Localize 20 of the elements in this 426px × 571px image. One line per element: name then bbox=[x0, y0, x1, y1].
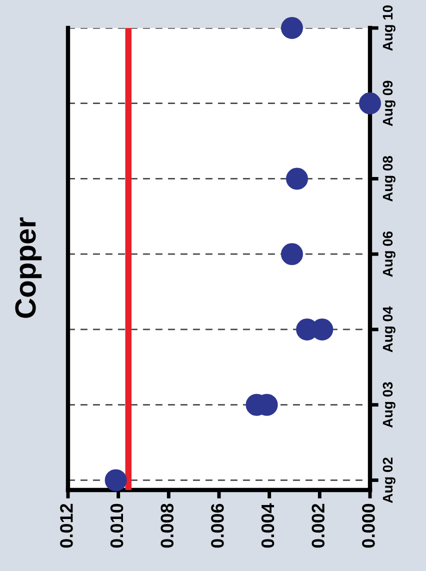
x-tick-label: 0.004 bbox=[261, 503, 274, 548]
y-tick-label: Aug 02 bbox=[382, 458, 396, 504]
y-tick-label: Aug 09 bbox=[382, 80, 396, 126]
point bbox=[280, 243, 303, 266]
x-tick-label: 0.012 bbox=[60, 504, 73, 548]
y-tick-label: Aug 08 bbox=[382, 156, 396, 202]
x-tick-label: 0.002 bbox=[312, 504, 325, 548]
x-tick-label: 0.010 bbox=[110, 504, 124, 548]
point bbox=[280, 17, 303, 39]
y-tick-label: Aug 06 bbox=[382, 231, 396, 277]
point bbox=[104, 469, 127, 492]
x-tick-label: 0.000 bbox=[362, 504, 375, 548]
y-tick-label: Aug 04 bbox=[382, 306, 396, 352]
point bbox=[286, 168, 308, 190]
x-tick-label: 0.008 bbox=[160, 504, 174, 548]
point bbox=[359, 92, 381, 114]
text: Copper bbox=[15, 217, 42, 318]
x-tick-label: 0.006 bbox=[211, 504, 224, 548]
y-tick-label: Aug 03 bbox=[382, 382, 396, 428]
y-tick-label: Aug 10 bbox=[382, 5, 396, 51]
